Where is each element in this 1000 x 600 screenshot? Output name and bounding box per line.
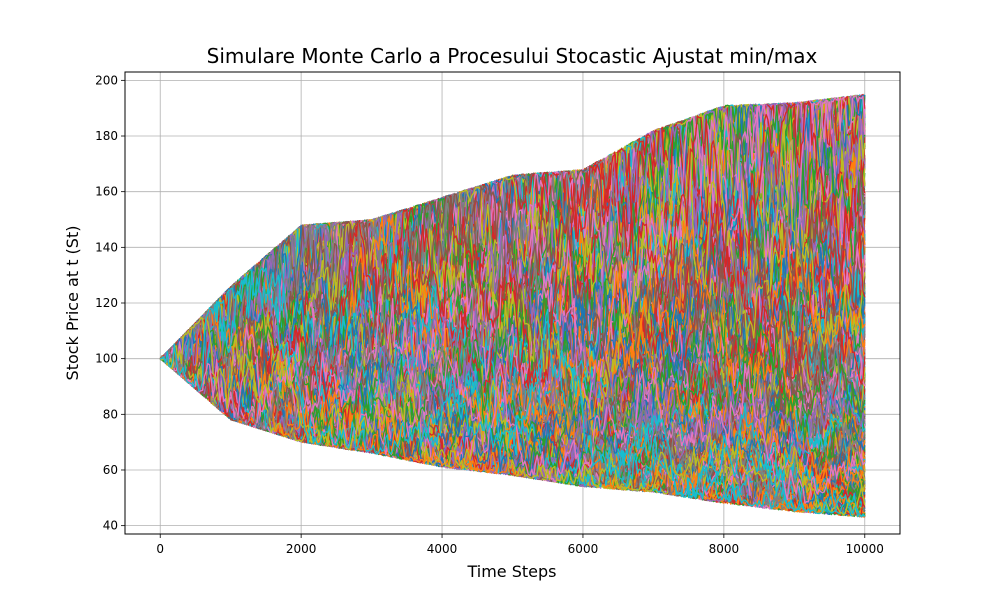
x-tick-label: 4000 xyxy=(427,542,458,556)
chart-title: Simulare Monte Carlo a Procesului Stocas… xyxy=(207,44,818,68)
x-tick-label: 0 xyxy=(156,542,164,556)
y-tick-label: 180 xyxy=(95,129,118,143)
y-tick-label: 200 xyxy=(95,73,118,87)
y-tick-label: 120 xyxy=(95,296,118,310)
y-axis: 40 60 80 100 120 140 160 180 200 xyxy=(95,73,125,533)
x-axis: 0 2000 4000 6000 8000 10000 xyxy=(156,534,884,556)
y-axis-label: Stock Price at t (St) xyxy=(63,226,82,381)
x-tick-label: 8000 xyxy=(709,542,740,556)
series-line xyxy=(159,220,866,460)
x-axis-label: Time Steps xyxy=(466,562,556,581)
series-line xyxy=(159,151,866,473)
series-line xyxy=(159,211,865,518)
y-tick-label: 100 xyxy=(95,352,118,366)
y-tick-label: 60 xyxy=(103,463,118,477)
series-line xyxy=(159,107,866,448)
x-tick-label: 10000 xyxy=(846,542,884,556)
series-line xyxy=(159,317,866,516)
y-tick-label: 40 xyxy=(103,519,118,533)
series-line xyxy=(160,269,865,518)
y-tick-label: 160 xyxy=(95,185,118,199)
series-line xyxy=(159,100,866,426)
series-line xyxy=(159,286,866,504)
y-tick-label: 80 xyxy=(103,407,118,421)
series-line xyxy=(159,130,866,443)
series-line xyxy=(160,116,866,435)
y-tick-label: 140 xyxy=(95,240,118,254)
x-tick-label: 6000 xyxy=(568,542,599,556)
series-line xyxy=(159,167,866,420)
x-tick-label: 2000 xyxy=(286,542,317,556)
series-group xyxy=(159,93,866,518)
series-line xyxy=(160,98,866,483)
